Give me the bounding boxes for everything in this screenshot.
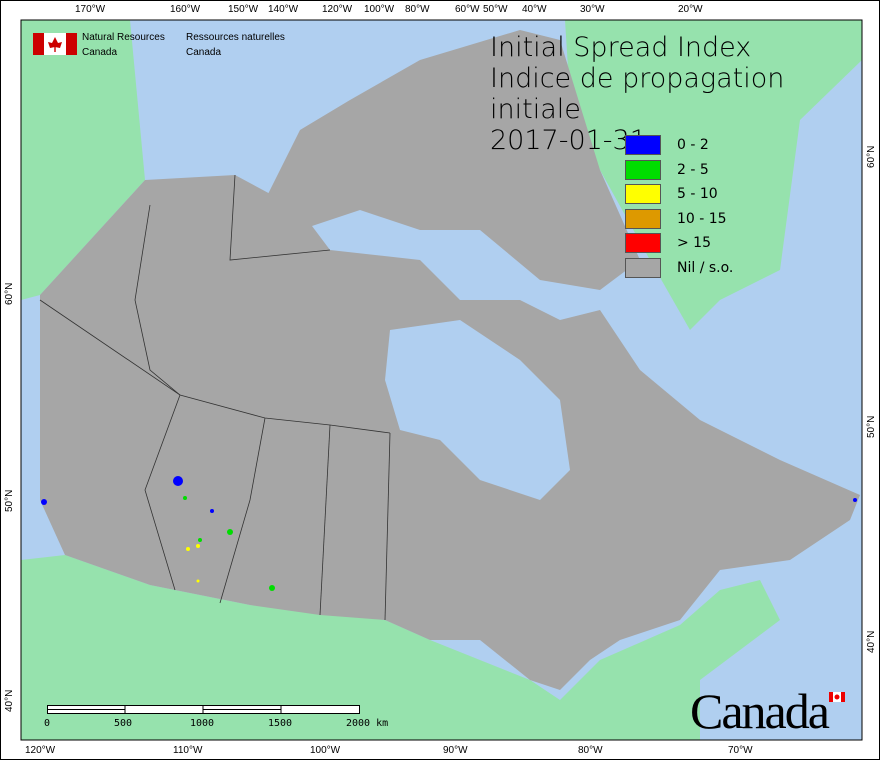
tick-top: 80°W xyxy=(405,4,430,15)
usa-land xyxy=(21,555,780,740)
tick-top: 140°W xyxy=(268,4,299,15)
tick-top: 40°W xyxy=(522,4,547,15)
map-date: 2017-01-31 xyxy=(490,125,647,156)
provincial-borders xyxy=(39,174,391,621)
tick-top: 60°W xyxy=(455,4,480,15)
tick-bottom: 120°W xyxy=(25,745,56,756)
title-en: Initial Spread Index xyxy=(490,32,752,63)
agency-fr-line1: Ressources naturelles xyxy=(186,32,285,43)
legend-swatch xyxy=(625,257,661,278)
tick-top: 100°W xyxy=(364,4,395,15)
tick-left: 60°N xyxy=(4,282,15,305)
scale-label: 1000 xyxy=(190,718,215,729)
title-fr: Indice de propagation initiale xyxy=(490,63,785,125)
legend-swatch xyxy=(625,233,661,254)
canada-wordmark: Canada xyxy=(690,683,830,739)
scale-bar xyxy=(47,705,360,714)
legend-label: 5 - 10 xyxy=(677,186,718,203)
isi-point xyxy=(198,538,202,542)
tick-top: 160°W xyxy=(170,4,201,15)
isi-point xyxy=(173,476,183,486)
tick-top: 170°W xyxy=(75,4,106,15)
hudson-bay xyxy=(385,320,570,500)
tick-left: 40°N xyxy=(4,689,15,712)
alaska-land xyxy=(21,20,145,300)
wordmark-flag-icon xyxy=(829,692,845,702)
isi-point xyxy=(227,529,233,535)
legend-item: 2 - 5 xyxy=(625,158,733,183)
legend-label: 0 - 2 xyxy=(677,137,709,154)
arctic-islands xyxy=(260,30,640,290)
legend-swatch xyxy=(625,184,661,205)
map-title: Initial Spread Index Indice de propagati… xyxy=(490,32,880,156)
isi-point xyxy=(269,585,275,591)
scale-label: 0 xyxy=(44,718,51,729)
tick-right: 40°N xyxy=(866,630,877,653)
scale-label: 2000 km xyxy=(346,718,389,729)
isi-point xyxy=(853,498,857,502)
tick-bottom: 70°W xyxy=(728,745,753,756)
legend-label: > 15 xyxy=(677,235,711,252)
legend-item: 0 - 2 xyxy=(625,133,733,158)
tick-top: 30°W xyxy=(580,4,605,15)
isi-point xyxy=(210,509,214,513)
isi-point xyxy=(186,547,190,551)
legend-swatch xyxy=(625,135,661,156)
legend-item: 5 - 10 xyxy=(625,182,733,207)
agency-en-line2: Canada xyxy=(82,47,118,58)
legend-item: > 15 xyxy=(625,231,733,256)
scale-label: 1500 xyxy=(268,718,293,729)
tick-right: 50°N xyxy=(866,415,877,438)
tick-top: 50°W xyxy=(483,4,508,15)
tick-left: 50°N xyxy=(4,489,15,512)
tick-bottom: 80°W xyxy=(578,745,603,756)
isi-point xyxy=(183,496,187,500)
agency-en-line1: Natural Resources xyxy=(82,32,165,43)
fire-weather-points xyxy=(41,476,857,591)
greenland-land xyxy=(565,20,862,330)
tick-bottom: 90°W xyxy=(443,745,468,756)
isi-point xyxy=(41,499,47,505)
legend-swatch xyxy=(625,159,661,180)
legend-item: Nil / s.o. xyxy=(625,256,733,281)
legend: 0 - 2 2 - 5 5 - 10 10 - 15 > 15 Nil / s.… xyxy=(625,133,733,280)
tick-bottom: 110°W xyxy=(173,745,203,756)
tick-top: 20°W xyxy=(678,4,703,15)
isi-point xyxy=(196,579,200,583)
tick-bottom: 100°W xyxy=(310,745,341,756)
legend-swatch xyxy=(625,208,661,229)
canada-flag-icon xyxy=(33,33,77,55)
legend-label: 10 - 15 xyxy=(677,210,727,227)
tick-top: 150°W xyxy=(228,4,259,15)
tick-top: 120°W xyxy=(322,4,353,15)
legend-label: Nil / s.o. xyxy=(677,259,734,276)
scale-label: 500 xyxy=(114,718,133,729)
legend-label: 2 - 5 xyxy=(677,161,709,178)
isi-point xyxy=(196,544,200,548)
agency-fr-line2: Canada xyxy=(186,47,222,58)
legend-item: 10 - 15 xyxy=(625,207,733,232)
